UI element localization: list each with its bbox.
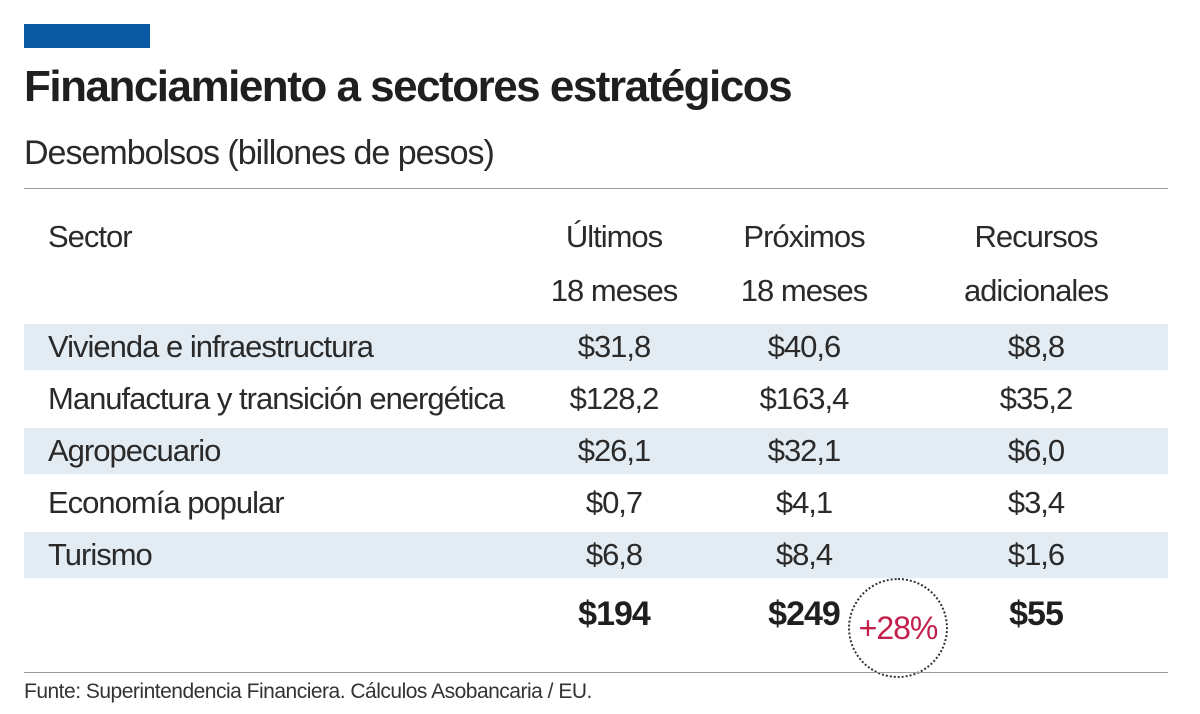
total-proximos: $249: [768, 594, 841, 633]
proximos-cell: $40,6: [704, 324, 904, 370]
growth-label: +28%: [858, 609, 939, 646]
sector-cell: Turismo: [24, 532, 524, 578]
accent-bar: [24, 24, 150, 48]
adicionales-cell: $1,6: [904, 532, 1168, 578]
totals-label-cell: [24, 584, 524, 644]
ultimos-cell: $128,2: [524, 376, 704, 422]
bottom-divider: [24, 672, 1168, 673]
sector-cell: Agropecuario: [24, 428, 524, 474]
total-ultimos: $194: [578, 594, 651, 633]
totals-row: $194 $249 $55: [24, 584, 1168, 644]
ultimos-cell: $0,7: [524, 480, 704, 526]
adicionales-cell: $8,8: [904, 324, 1168, 370]
data-table: Sector Últimos 18 meses Próximos 18 mese…: [24, 204, 1168, 650]
chart-title: Financiamiento a sectores estratégicos: [24, 62, 793, 111]
column-header-sector: Sector: [24, 210, 524, 318]
ultimos-cell: $26,1: [524, 428, 704, 474]
table-row: Agropecuario $26,1 $32,1 $6,0: [24, 428, 1168, 474]
column-header-line: Recursos: [974, 219, 1099, 254]
column-header-line: 18 meses: [740, 273, 868, 308]
column-header-ultimos: Últimos 18 meses: [524, 210, 704, 318]
column-header-line: Próximos: [743, 219, 865, 254]
top-divider: [24, 188, 1168, 189]
adicionales-cell: $35,2: [904, 376, 1168, 422]
table-row: Turismo $6,8 $8,4 $1,6: [24, 532, 1168, 578]
table-header: Sector Últimos 18 meses Próximos 18 mese…: [24, 210, 1168, 318]
table-row: Manufactura y transición energética $128…: [24, 376, 1168, 422]
column-header-proximos: Próximos 18 meses: [704, 210, 904, 318]
proximos-cell: $4,1: [704, 480, 904, 526]
adicionales-cell: $3,4: [904, 480, 1168, 526]
column-header-line: Últimos: [565, 219, 663, 254]
chart-subtitle: Desembolsos (billones de pesos): [24, 134, 495, 172]
column-header-line: Sector: [48, 219, 133, 254]
column-header-line: adicionales: [963, 273, 1109, 308]
column-header-adicionales: Recursos adicionales: [904, 210, 1168, 318]
table-row: Economía popular $0,7 $4,1 $3,4: [24, 480, 1168, 526]
column-header-line: 18 meses: [550, 273, 678, 308]
header-row: Sector Últimos 18 meses Próximos 18 mese…: [24, 210, 1168, 318]
table-row: Vivienda e infraestructura $31,8 $40,6 $…: [24, 324, 1168, 370]
sector-cell: Vivienda e infraestructura: [24, 324, 524, 370]
proximos-cell: $163,4: [704, 376, 904, 422]
table-totals: $194 $249 $55: [24, 584, 1168, 644]
proximos-cell: $8,4: [704, 532, 904, 578]
sector-cell: Manufactura y transición energética: [24, 376, 524, 422]
source-note: Funte: Superintendencia Financiera. Cálc…: [24, 680, 592, 703]
adicionales-cell: $6,0: [904, 428, 1168, 474]
ultimos-cell: $6,8: [524, 532, 704, 578]
table-body: Vivienda e infraestructura $31,8 $40,6 $…: [24, 324, 1168, 578]
sector-cell: Economía popular: [24, 480, 524, 526]
ultimos-cell: $31,8: [524, 324, 704, 370]
total-adicionales: $55: [1009, 594, 1064, 633]
growth-badge: +28%: [848, 578, 948, 678]
proximos-cell: $32,1: [704, 428, 904, 474]
